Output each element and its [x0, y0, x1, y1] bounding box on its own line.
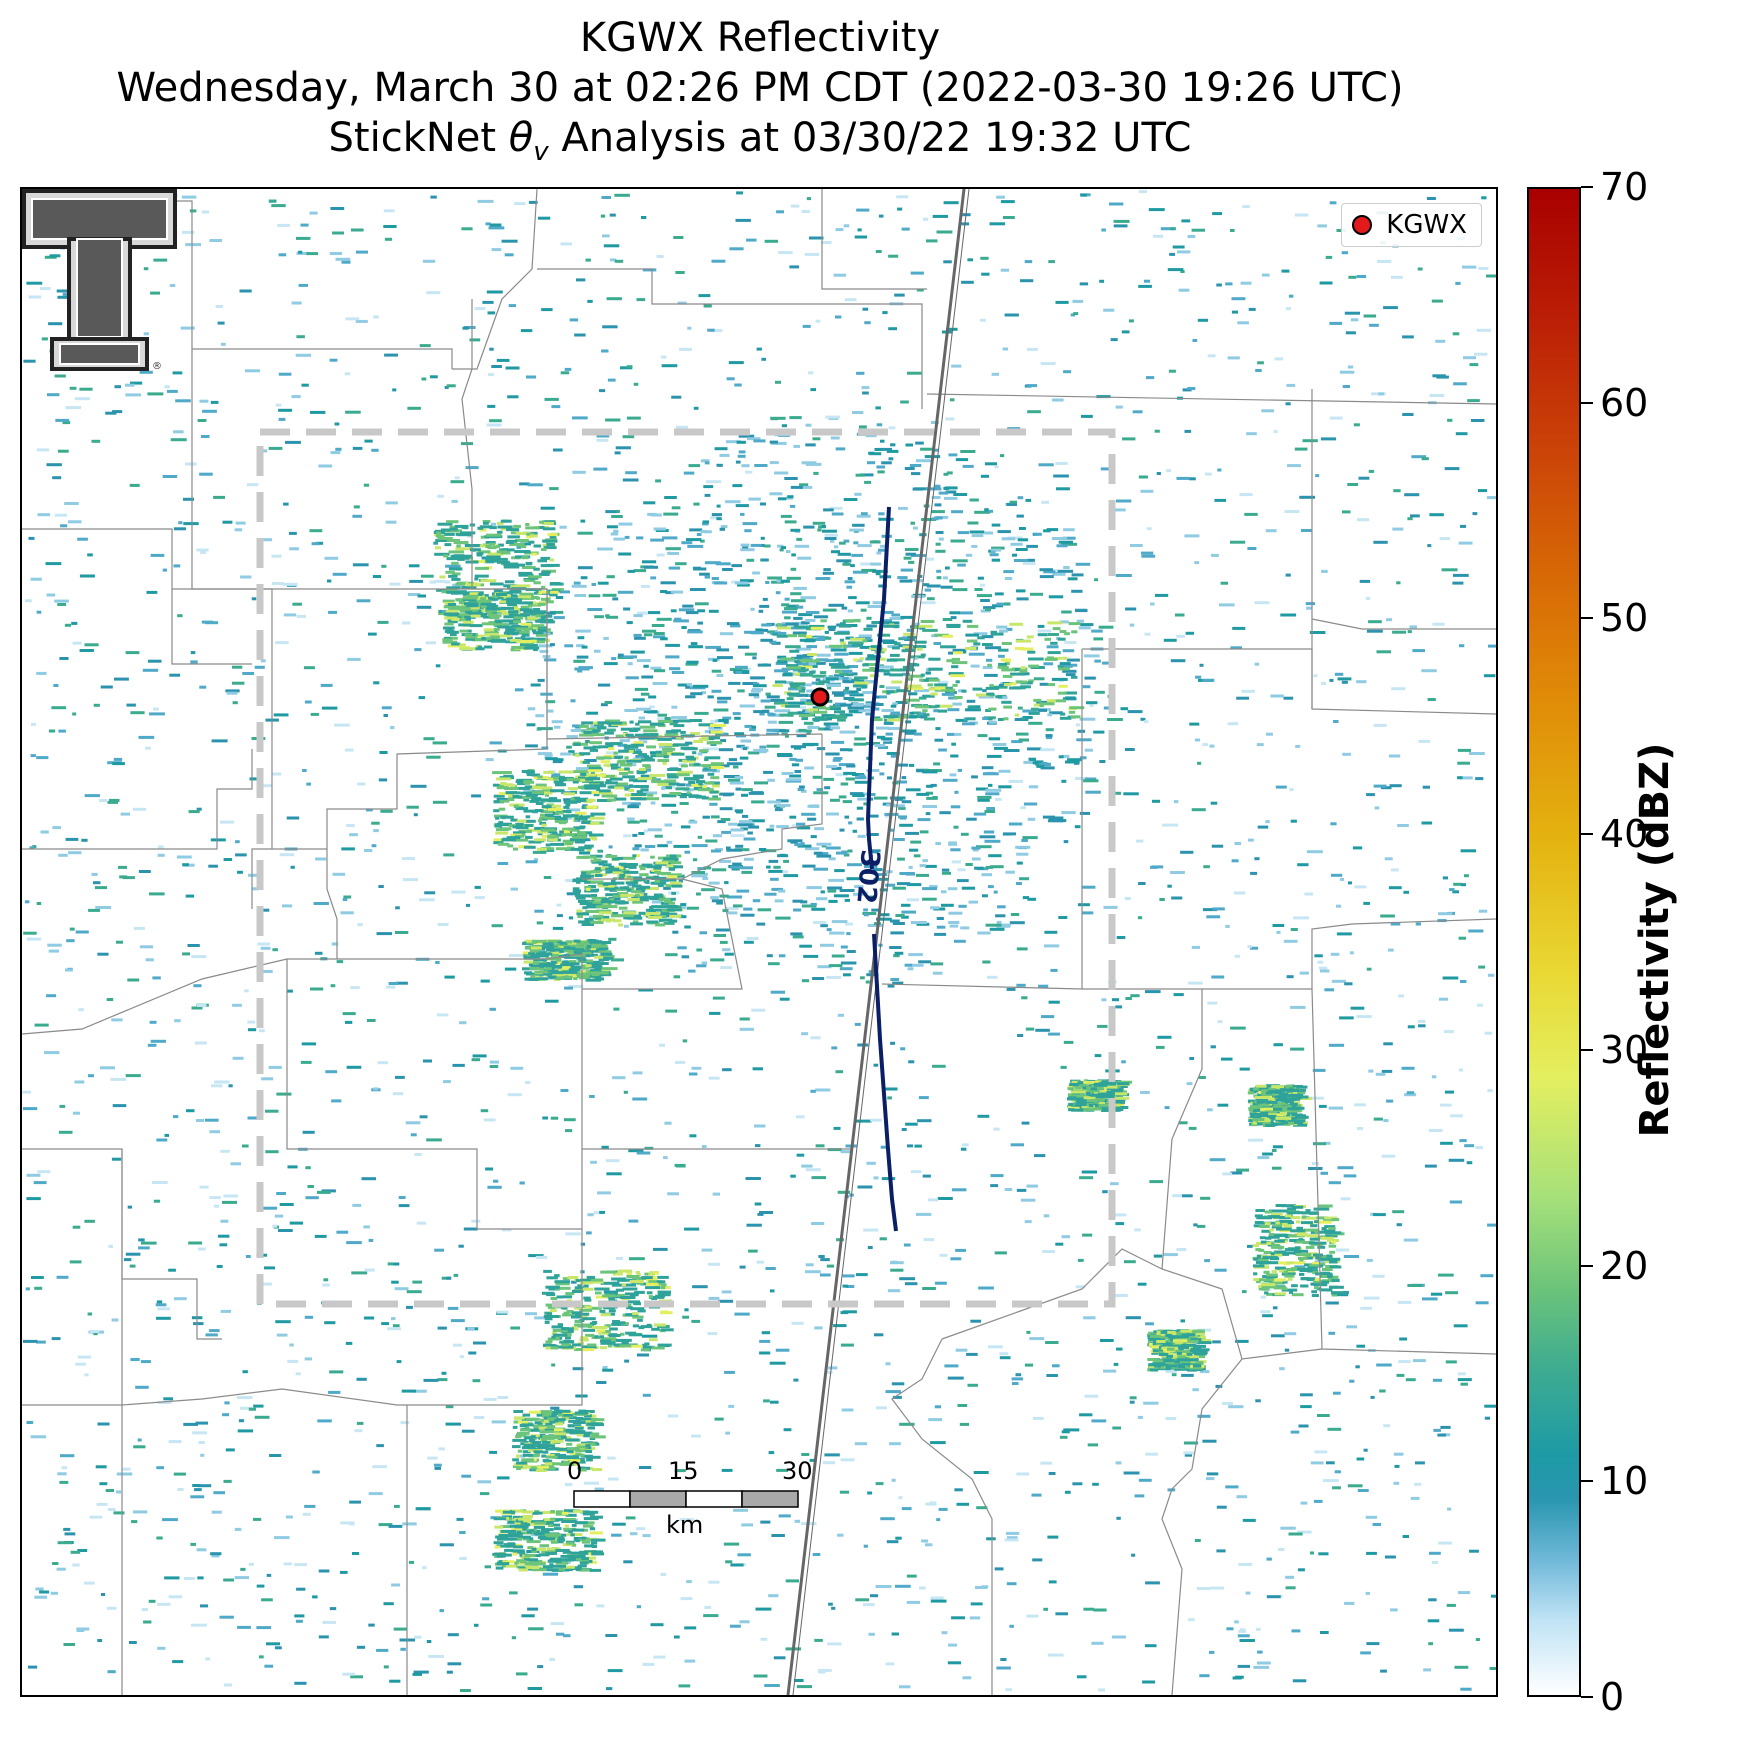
- scale-tick-15: 15: [668, 1457, 699, 1485]
- scale-tick-30: 30: [782, 1457, 813, 1485]
- colorbar-tick: [1581, 1264, 1593, 1267]
- radar-echoes-layer: [22, 190, 1496, 1692]
- map-legend: KGWX: [1341, 203, 1482, 247]
- colorbar-tick: [1581, 617, 1593, 620]
- colorbar: [1527, 187, 1581, 1697]
- chart-subtitle-analysis: StickNet θv Analysis at 03/30/22 19:32 U…: [328, 115, 1192, 167]
- colorbar-tick-label: 70: [1600, 165, 1649, 209]
- scale-bar: [573, 1490, 799, 1508]
- radar-site-legend-marker: [1352, 215, 1373, 235]
- colorbar-tick: [1581, 186, 1593, 188]
- colorbar-tick: [1581, 833, 1593, 836]
- kgwx-radar-marker: [810, 687, 830, 707]
- county-boundaries: [22, 189, 1496, 1695]
- theta-v-302-contour: [865, 506, 891, 870]
- analysis-domain-box: [256, 428, 1116, 1308]
- chart-subtitle-time: Wednesday, March 30 at 02:26 PM CDT (202…: [116, 65, 1404, 111]
- legend-label: KGWX: [1386, 210, 1467, 240]
- chart-title: KGWX Reflectivity: [579, 15, 941, 61]
- colorbar-tick-label: 30: [1600, 1027, 1649, 1072]
- colorbar-tick: [1581, 1048, 1593, 1051]
- colorbar-label: Reflectivity (dBZ): [1632, 742, 1678, 1138]
- radar-map: 302 0 15 30 km KGWX ®: [20, 187, 1498, 1697]
- colorbar-tick: [1581, 401, 1593, 404]
- theta-v-contour: 302: [850, 506, 898, 1232]
- colorbar-tick: [1581, 1696, 1593, 1698]
- scale-tick-0: 0: [567, 1457, 583, 1485]
- colorbar-tick: [1581, 1480, 1593, 1483]
- colorbar-tick-label: 50: [1600, 596, 1649, 641]
- colorbar-tick-label: 60: [1600, 380, 1649, 425]
- scale-unit: km: [666, 1511, 704, 1539]
- contour-label: 302: [850, 848, 885, 905]
- map-canvas: 302: [22, 189, 1496, 1695]
- colorbar-tick-label: 10: [1600, 1459, 1649, 1504]
- texas-tech-double-t-logo: ®: [22, 189, 177, 372]
- colorbar-tick-label: 0: [1600, 1675, 1625, 1719]
- colorbar-tick-label: 20: [1600, 1243, 1649, 1288]
- colorbar-tick-label: 40: [1600, 812, 1649, 857]
- interstate-highway: [786, 189, 970, 1695]
